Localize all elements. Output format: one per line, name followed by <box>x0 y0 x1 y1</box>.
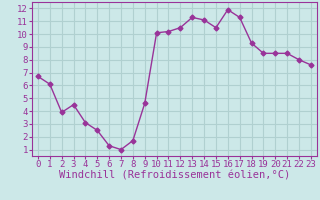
X-axis label: Windchill (Refroidissement éolien,°C): Windchill (Refroidissement éolien,°C) <box>59 171 290 181</box>
